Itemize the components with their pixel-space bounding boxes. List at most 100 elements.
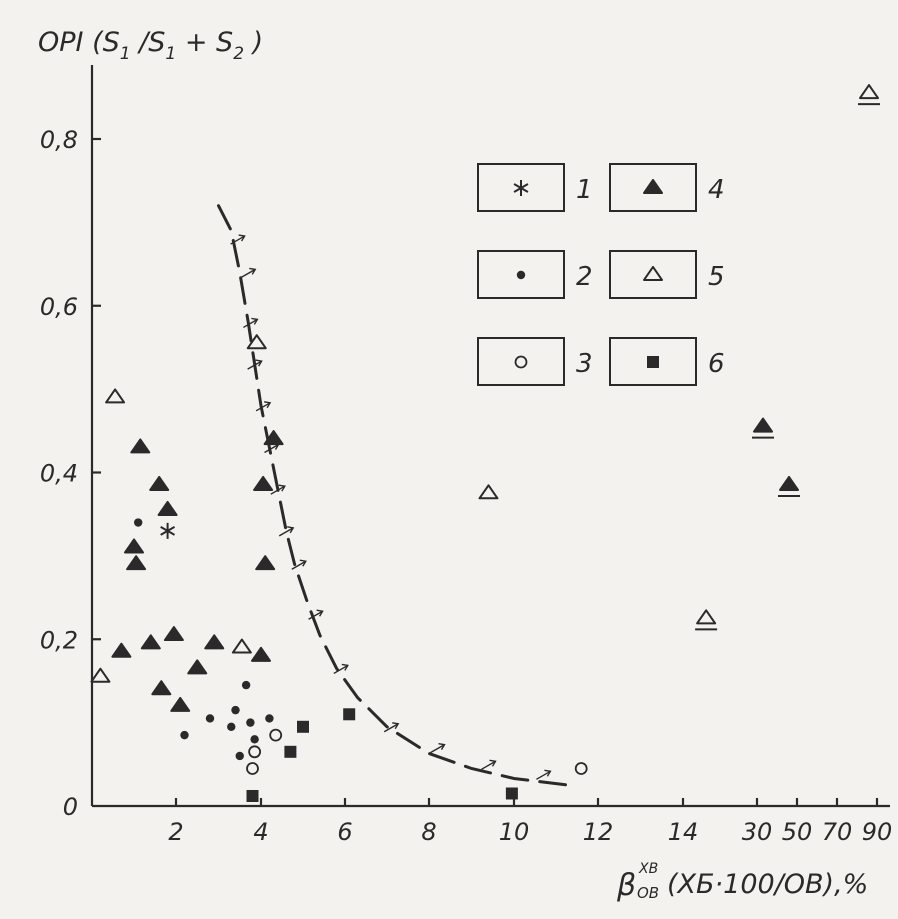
x-tick-label: 50 — [782, 818, 813, 846]
legend-marker-5 — [643, 265, 663, 281]
y-tick-label: 0 — [63, 793, 78, 821]
boundary-arrow — [383, 722, 400, 733]
x-tick-label: 6 — [337, 818, 352, 846]
series-4-point — [170, 696, 191, 712]
series-4-point — [140, 634, 161, 650]
legend-item-1: 1 — [477, 163, 593, 212]
x-tick-label: 2 — [168, 818, 183, 846]
legend-label: 5 — [708, 262, 725, 292]
series-4-point — [149, 475, 170, 491]
legend-item-2: 2 — [477, 250, 593, 299]
series-4-point — [126, 555, 147, 571]
series-4-point — [253, 475, 274, 491]
svg-text:β: β — [616, 868, 636, 903]
series-2-point — [241, 680, 251, 690]
boundary-arrow — [278, 526, 295, 537]
legend-label: 1 — [576, 175, 593, 205]
legend-label: 6 — [708, 349, 725, 379]
series-4-point — [204, 634, 225, 650]
series-4-point — [157, 500, 178, 516]
boundary-arrow — [536, 769, 552, 780]
series-6-point — [246, 789, 259, 802]
series-2-point — [227, 722, 236, 731]
series-4-point — [111, 642, 132, 658]
data-points — [90, 84, 880, 802]
x-tick-label: 4 — [253, 818, 268, 846]
x-tick-label: 90 — [862, 818, 893, 846]
series-4-point — [124, 538, 144, 554]
series-2-point — [180, 730, 189, 740]
series-5-point — [246, 334, 267, 350]
y-tick-label: 0,4 — [40, 460, 78, 488]
legend-marker-1 — [513, 180, 529, 196]
series-2-point — [250, 735, 259, 744]
legend-item-5: 5 — [609, 250, 725, 299]
legend-box — [609, 163, 697, 212]
legend-marker-6 — [647, 356, 659, 368]
series-2-point — [265, 714, 274, 723]
y-tick-label: 0,6 — [40, 293, 78, 321]
series-1-point — [160, 522, 176, 539]
boundary-arrow — [240, 267, 257, 279]
legend-box — [609, 250, 697, 299]
series-3-point — [246, 762, 259, 775]
boundary-arrow — [430, 742, 446, 754]
series-6-point — [343, 708, 356, 721]
svg-text:XB: XB — [638, 861, 658, 877]
series-4-point — [163, 626, 184, 642]
x-axis-label: β XB OB (XБ·100/OB),% — [616, 861, 868, 903]
series-3-point — [574, 762, 588, 775]
boundary-arrow — [270, 484, 286, 495]
series-5-point — [231, 638, 252, 654]
boundary-arrow — [247, 359, 263, 370]
svg-text:OB: OB — [637, 884, 659, 902]
y-tick-label: 0,8 — [40, 126, 78, 154]
axes — [90, 65, 890, 808]
legend-box — [477, 163, 565, 212]
series-2-point — [134, 518, 143, 527]
legend-label: 4 — [708, 175, 725, 205]
boundary-arrow — [255, 401, 272, 412]
series-2-point — [205, 714, 215, 723]
series-4-point — [130, 438, 151, 454]
x-tick-label: 70 — [822, 818, 853, 846]
series-6-point — [297, 720, 309, 733]
boundary-arrow — [481, 759, 497, 770]
series-3-point — [269, 728, 283, 742]
series-4-point — [779, 475, 799, 491]
boundary-curve — [217, 204, 571, 787]
boundary-arrow — [230, 234, 246, 245]
x-tick-label: 12 — [583, 818, 614, 846]
series-5-point — [859, 84, 879, 100]
x-tick-label: 14 — [668, 818, 699, 846]
legend-box — [477, 250, 565, 299]
y-tick-label: 0,2 — [40, 626, 78, 654]
boundary-arrow — [333, 663, 349, 675]
x-tick-label: 30 — [742, 818, 773, 846]
x-tick-label: 8 — [421, 818, 436, 846]
legend-box — [609, 337, 697, 386]
legend-item-3: 3 — [477, 337, 593, 386]
legend-box — [477, 337, 565, 386]
series-4-point — [753, 417, 773, 433]
x-tick-label: 10 — [499, 818, 530, 846]
boundary-arrow — [291, 559, 307, 570]
series-5-point — [105, 388, 126, 404]
boundary-curve-line — [217, 204, 571, 787]
series-4-point — [255, 555, 276, 571]
axis-labels: OPI (S1 /S1 + S2 ) β XB OB (XБ·100/OB),% — [38, 27, 868, 903]
series-5-point — [90, 667, 111, 683]
series-4-point — [187, 659, 208, 675]
legend-marker-3 — [514, 355, 528, 369]
legend: 1 2 3 4 5 6 — [477, 163, 725, 386]
legend-label: 2 — [576, 262, 593, 292]
legend-item-4: 4 — [609, 163, 725, 212]
svg-text:(XБ·100/OB),%: (XБ·100/OB),% — [667, 869, 868, 900]
series-6-point — [284, 745, 297, 758]
series-5-point — [478, 484, 499, 500]
boundary-arrow — [308, 609, 324, 620]
series-4-point — [251, 646, 271, 662]
legend-marker-4 — [643, 178, 663, 194]
